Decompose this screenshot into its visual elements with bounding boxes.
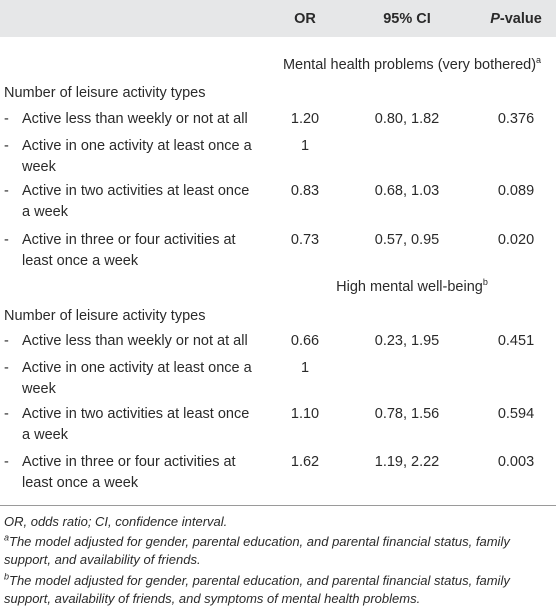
row-label: Active in one activity at least once a we… (22, 358, 284, 400)
row-p: 0.089 (497, 183, 535, 199)
header-or: OR (294, 11, 316, 27)
header-p-value: P-value (480, 11, 552, 27)
row-dash: - (4, 360, 9, 376)
group-label-row: Number of leisure activity types (0, 83, 556, 104)
header-p-letter: P (490, 11, 500, 27)
row-p: 0.020 (497, 232, 535, 248)
row-label-line2: least once a week (22, 253, 139, 269)
section-title-text: Mental health problems (very bothered) (282, 57, 537, 73)
row-label-line2: least once a week (22, 475, 139, 491)
header-p-suffix: -value (499, 11, 542, 27)
row-label-line1: Active in two activities at least once (22, 406, 250, 422)
row-label-line1: Active in three or four activities at (22, 454, 236, 470)
row-label: Active in three or four activities at lea… (22, 230, 284, 272)
row-dash: - (4, 333, 9, 349)
section-title-wellbeing: High mental well-beingb (270, 277, 554, 295)
row-label-line1: Active in two activities at least once (22, 183, 250, 199)
section-title-sup: a (536, 55, 542, 66)
row-p: 0.376 (497, 111, 535, 127)
row-dash: - (4, 232, 9, 248)
group-label: Number of leisure activity types (4, 85, 206, 101)
row-or: 1 (300, 138, 310, 154)
row-ci: 0.78, 1.56 (374, 406, 440, 422)
row-or: 0.83 (290, 183, 320, 199)
header-ci: 95% CI (383, 11, 431, 27)
row-dash: - (4, 406, 9, 422)
row-or: 1.20 (290, 111, 320, 127)
row-label: Active in one activity at least once a we… (22, 136, 284, 178)
row-label-line2: a week (22, 204, 68, 220)
section-title-text: High mental well-being (336, 279, 483, 295)
row-label: Active in two activities at least once a … (22, 181, 284, 223)
row-label-line1: Active less than weekly or not at all (22, 111, 248, 127)
row-p: 0.594 (497, 406, 535, 422)
group-label: Number of leisure activity types (4, 308, 206, 324)
row-ci: 1.19, 2.22 (374, 454, 440, 470)
row-label-line2: a week (22, 427, 68, 443)
table-header: OR 95% CI P-value (0, 0, 556, 37)
row-label-line1: Active in one activity at least once a (22, 138, 252, 154)
row-dash: - (4, 138, 9, 154)
row-or: 1.62 (290, 454, 320, 470)
row-or: 0.73 (290, 232, 320, 248)
row-label-line1: Active in one activity at least once a (22, 360, 252, 376)
footnote-b: bThe model adjusted for gender, parental… (4, 572, 554, 608)
section-title-mental-health: Mental health problems (very bothered)a (270, 55, 554, 73)
row-dash: - (4, 111, 9, 127)
footnote-a: aThe model adjusted for gender, parental… (4, 533, 554, 569)
row-label-line1: Active in three or four activities at (22, 232, 236, 248)
row-label: Active less than weekly or not at all (22, 109, 284, 130)
footnote-b-text: The model adjusted for gender, parental … (4, 573, 510, 606)
footnote-abbreviations: OR, odds ratio; CI, confidence interval. (4, 514, 228, 529)
row-label-line2: week (22, 159, 56, 175)
footnote-b-mark: b (4, 571, 10, 582)
row-dash: - (4, 183, 9, 199)
row-or: 1.10 (290, 406, 320, 422)
row-ci: 0.23, 1.95 (374, 333, 440, 349)
row-p: 0.003 (497, 454, 535, 470)
row-or: 1 (300, 360, 310, 376)
footnote-a-mark: a (4, 532, 10, 543)
row-or: 0.66 (290, 333, 320, 349)
row-dash: - (4, 454, 9, 470)
row-label-line2: week (22, 381, 56, 397)
row-label-line1: Active less than weekly or not at all (22, 333, 248, 349)
section-title-sup: b (482, 277, 488, 288)
row-p: 0.451 (497, 333, 535, 349)
row-label: Active in three or four activities at lea… (22, 452, 284, 494)
footnote-a-text: The model adjusted for gender, parental … (4, 534, 510, 567)
row-ci: 0.57, 0.95 (374, 232, 440, 248)
table-bottom-rule (0, 505, 556, 506)
row-label: Active in two activities at least once a … (22, 404, 284, 446)
row-ci: 0.80, 1.82 (374, 111, 440, 127)
row-label: Active less than weekly or not at all (22, 331, 284, 352)
row-ci: 0.68, 1.03 (374, 183, 440, 199)
